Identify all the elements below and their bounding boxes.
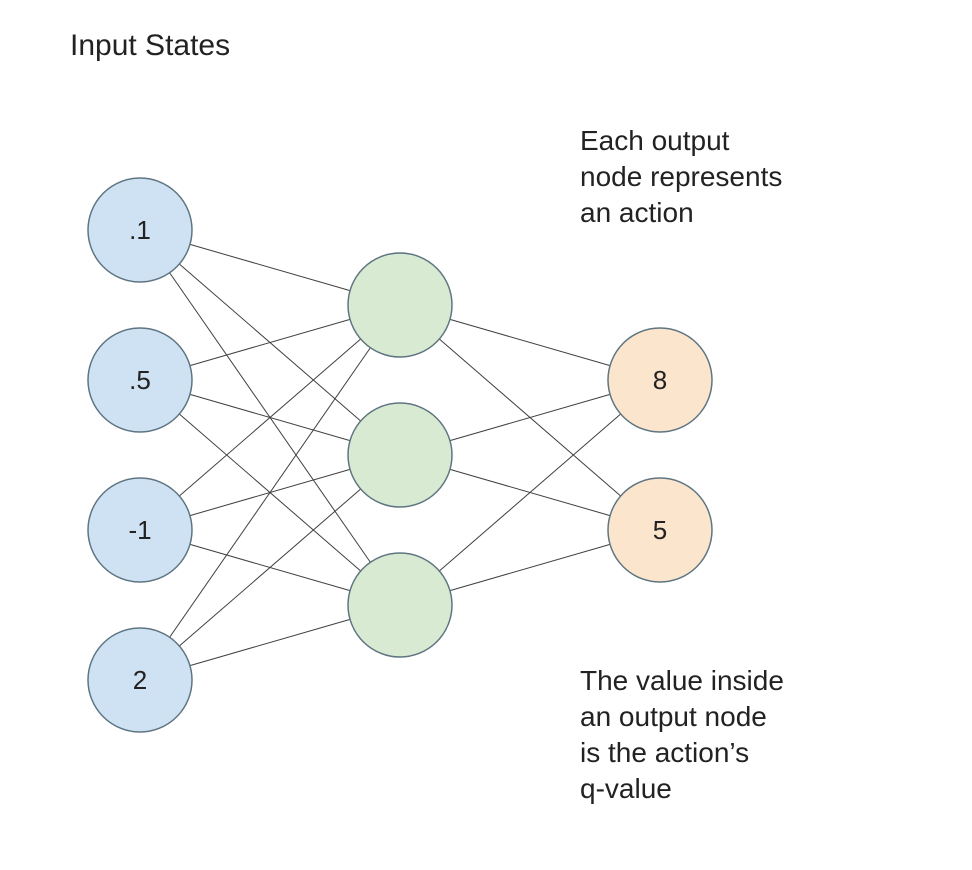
hidden-node <box>348 403 452 507</box>
hidden-node <box>348 553 452 657</box>
caption-top-line: an action <box>580 197 694 228</box>
output-node: 8 <box>608 328 712 432</box>
hidden-node <box>348 253 452 357</box>
diagram-title: Input States <box>70 29 230 62</box>
hidden-node-circle <box>348 253 452 357</box>
caption-bottom-line: an output node <box>580 701 767 732</box>
input-node-label: .1 <box>129 215 151 245</box>
input-node-label: .5 <box>129 365 151 395</box>
output-node: 5 <box>608 478 712 582</box>
input-node-label: 2 <box>133 665 147 695</box>
caption-bottom-line: The value inside <box>580 665 784 696</box>
caption-top-line: node represents <box>580 161 782 192</box>
input-node: 2 <box>88 628 192 732</box>
output-node-label: 8 <box>653 365 667 395</box>
caption-bottom-line: is the action’s <box>580 737 749 768</box>
input-node-label: -1 <box>128 515 151 545</box>
caption-bottom-line: q-value <box>580 773 672 804</box>
diagram-background <box>0 0 972 870</box>
hidden-node-circle <box>348 403 452 507</box>
input-node: .1 <box>88 178 192 282</box>
input-node: .5 <box>88 328 192 432</box>
caption-top-line: Each output <box>580 125 730 156</box>
neural-network-diagram: .1 .5 -1 2 8 5 Input States Each output node rep… <box>0 0 972 870</box>
hidden-node-circle <box>348 553 452 657</box>
output-node-label: 5 <box>653 515 667 545</box>
input-node: -1 <box>88 478 192 582</box>
